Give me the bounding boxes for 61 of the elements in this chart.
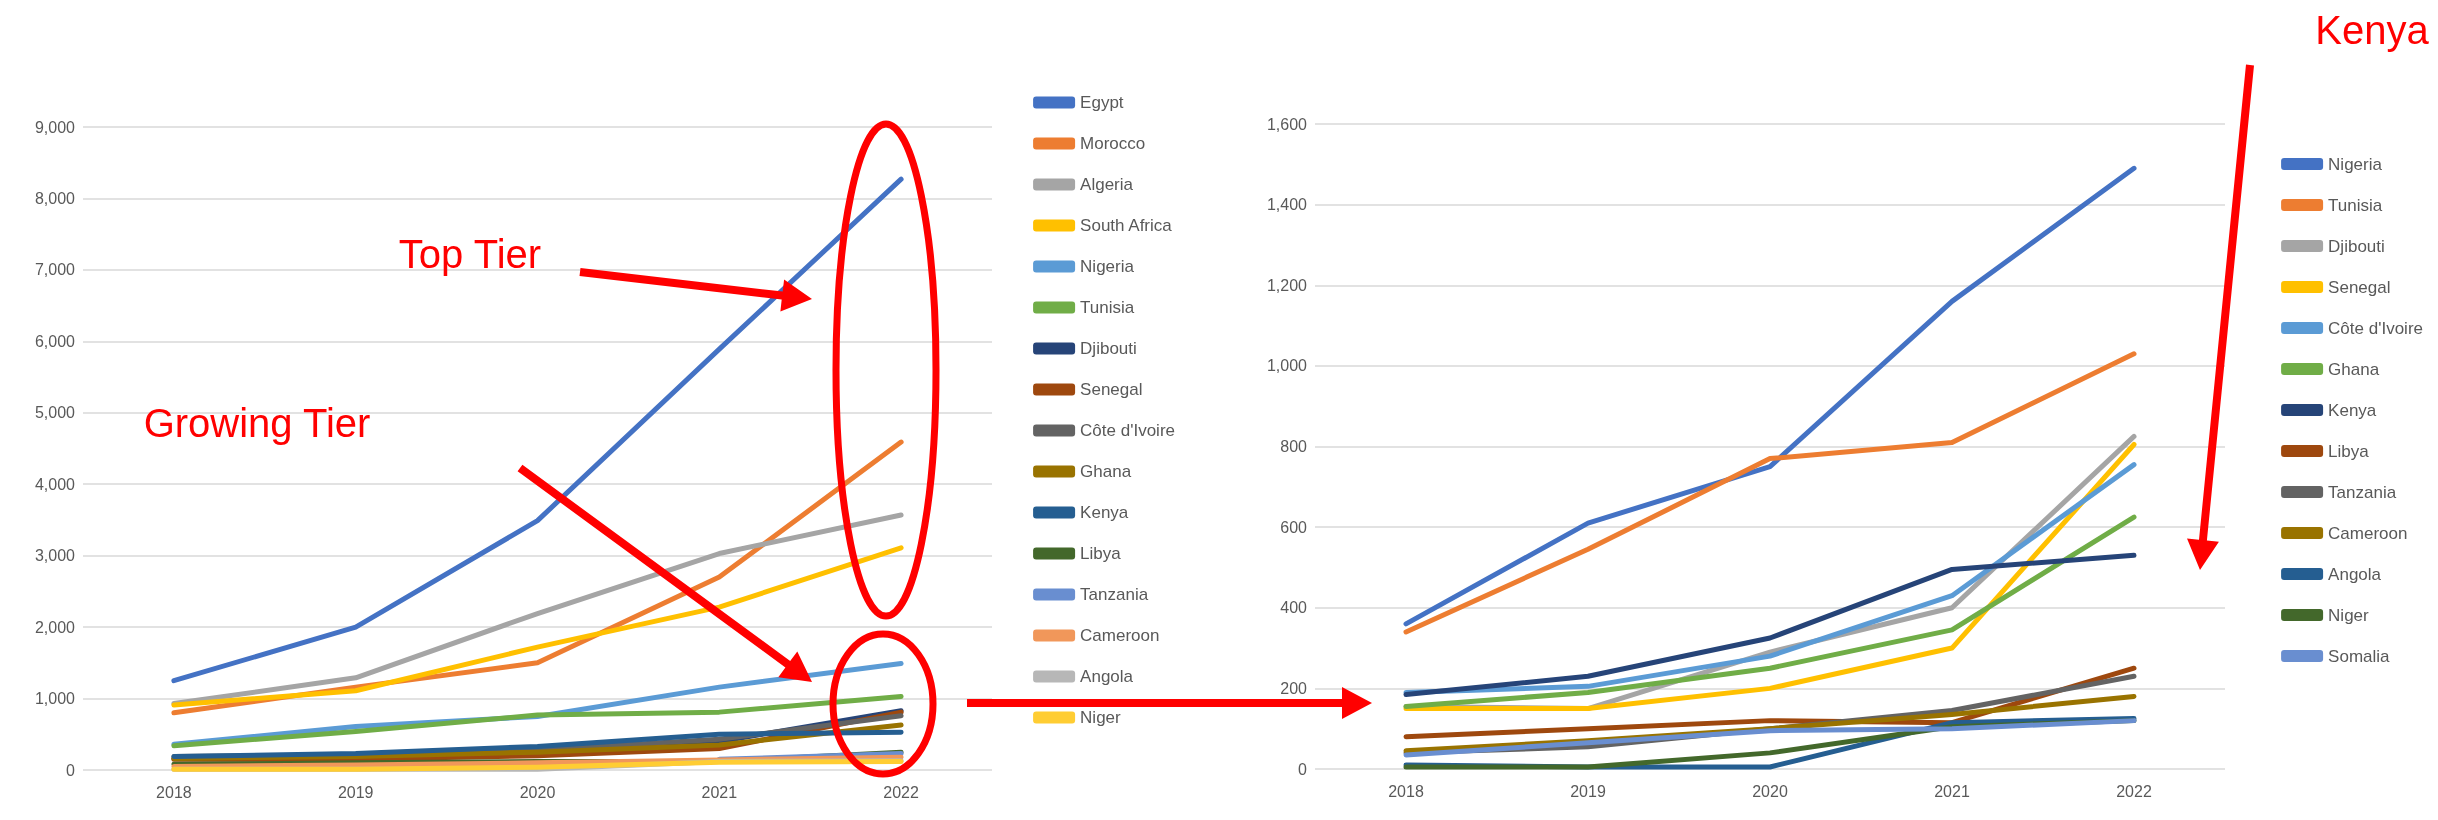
- y-tick-label: 3,000: [34, 547, 76, 565]
- legend-label: South Africa: [1080, 216, 1173, 235]
- legend-label: Ghana: [1080, 462, 1132, 481]
- legend-label: Senegal: [2328, 277, 2391, 297]
- y-tick-label: 9,000: [34, 118, 76, 136]
- x-tick-label: 2019: [337, 783, 374, 801]
- legend-label: Djibouti: [2328, 236, 2385, 256]
- legend-label: Niger: [1080, 708, 1122, 727]
- y-tick-label: 5,000: [34, 404, 76, 422]
- x-tick-label: 2021: [701, 783, 738, 801]
- y-tick-label: 1,000: [1266, 357, 1308, 375]
- y-tick-label: 8,000: [34, 189, 76, 207]
- y-tick-label: 7,000: [34, 261, 76, 279]
- y-tick-label: 800: [1280, 438, 1308, 455]
- x-tick-label: 2021: [1934, 782, 1970, 800]
- x-tick-label: 2022: [2116, 782, 2152, 800]
- y-tick-label: 4,000: [34, 475, 76, 493]
- legend-label: Morocco: [1080, 134, 1146, 153]
- x-tick-label: 2020: [519, 783, 556, 801]
- legend-label: Somalia: [2328, 646, 2391, 666]
- legend-label: Libya: [1080, 544, 1122, 563]
- y-tick-label: 2,000: [34, 618, 76, 636]
- legend-label: Tanzania: [1080, 585, 1149, 604]
- legend-label: Ghana: [2328, 359, 2380, 379]
- legend-label: Cameroon: [2328, 523, 2408, 543]
- y-tick-label: 1,600: [1266, 115, 1308, 133]
- legend-label: Libya: [2328, 441, 2370, 461]
- legend-label: Niger: [2328, 605, 2370, 625]
- legend-label: Djibouti: [1080, 339, 1137, 358]
- legend-label: Côte d'Ivoire: [2328, 318, 2423, 338]
- y-tick-label: 400: [1280, 599, 1308, 617]
- x-tick-label: 2020: [1752, 782, 1788, 800]
- legend-label: Angola: [2328, 564, 2382, 584]
- x-tick-label: 2018: [1388, 782, 1424, 800]
- legend-label: Egypt: [1080, 93, 1124, 112]
- x-tick-label: 2018: [156, 783, 192, 801]
- y-tick-label: 0: [1298, 760, 1308, 778]
- legend-label: Algeria: [1080, 175, 1134, 194]
- legend-label: Kenya: [1080, 503, 1129, 522]
- legend-label: Angola: [1080, 667, 1134, 686]
- legend-label: Nigeria: [1080, 257, 1135, 276]
- legend-label: Kenya: [2328, 400, 2377, 420]
- legend-label: Tunisia: [2328, 195, 2383, 215]
- x-tick-label: 2022: [883, 783, 919, 801]
- legend-label: Cameroon: [1080, 626, 1160, 645]
- legend-label: Nigeria: [2328, 154, 2383, 174]
- y-tick-label: 1,400: [1266, 196, 1308, 214]
- legend-label: Senegal: [1080, 380, 1143, 399]
- y-tick-label: 200: [1280, 679, 1308, 697]
- y-tick-label: 600: [1280, 518, 1308, 536]
- y-tick-label: 1,200: [1266, 276, 1308, 294]
- annotation: Top Tier: [398, 231, 542, 277]
- legend-label: Tanzania: [2328, 482, 2397, 502]
- y-tick-label: 0: [66, 761, 76, 779]
- legend-label: Tunisia: [1080, 298, 1135, 317]
- y-tick-label: 6,000: [34, 332, 76, 350]
- y-tick-label: 1,000: [34, 690, 76, 708]
- x-tick-label: 2019: [1570, 782, 1606, 800]
- legend-label: Côte d'Ivoire: [1080, 421, 1175, 440]
- text: Kenya: [2315, 7, 2429, 53]
- annotation: Growing Tier: [143, 400, 371, 446]
